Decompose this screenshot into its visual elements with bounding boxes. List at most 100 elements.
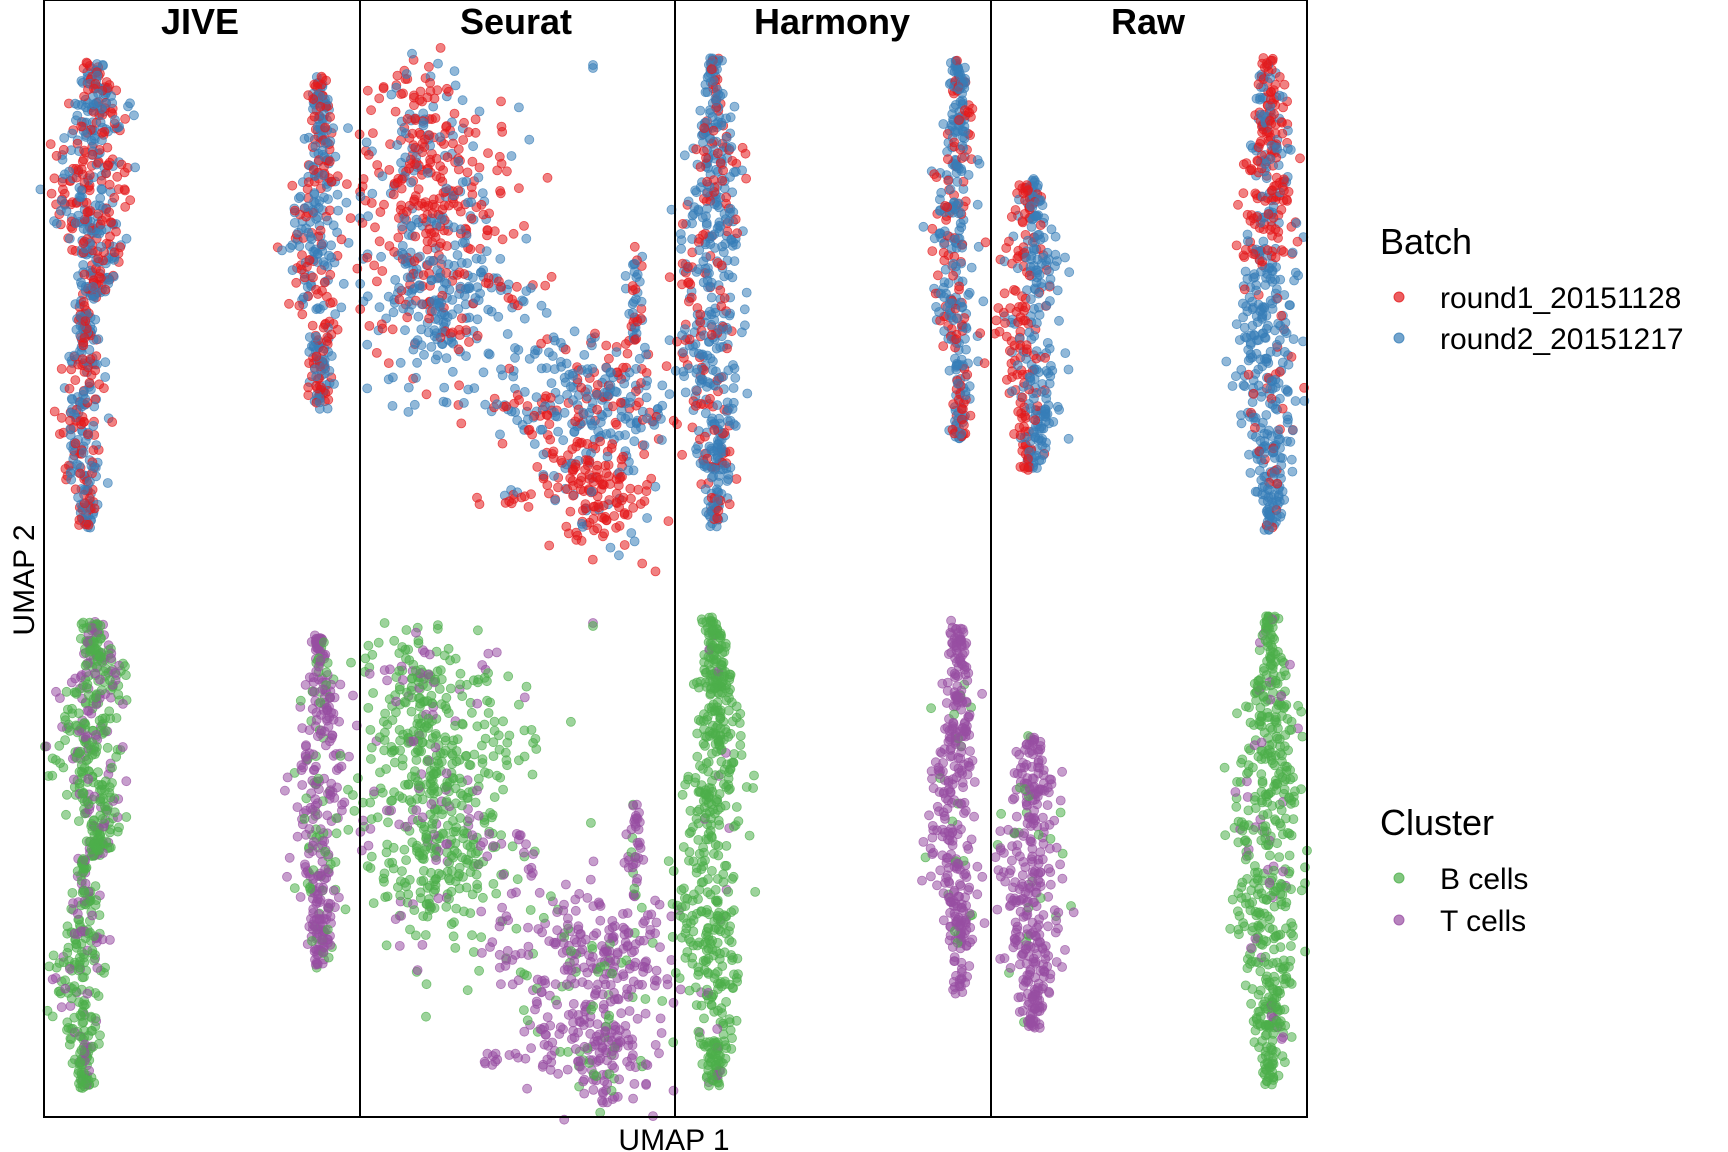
batch-point: [1243, 236, 1253, 247]
batch-point: [549, 470, 559, 481]
batch-point: [83, 429, 93, 440]
batch-point: [732, 228, 742, 239]
batch-point: [85, 476, 95, 487]
cluster-point: [79, 763, 90, 773]
batch-point: [367, 128, 378, 139]
batch-point: [730, 372, 741, 383]
cluster-point: [62, 947, 73, 958]
batch-point: [363, 149, 374, 160]
batch-point: [307, 320, 318, 331]
batch-point: [1032, 267, 1043, 278]
batch-point: [1261, 173, 1272, 184]
batch-point: [390, 106, 401, 117]
batch-point: [364, 320, 375, 331]
batch-point: [413, 311, 424, 322]
batch-point: [729, 256, 740, 267]
batch-point: [424, 130, 435, 141]
batch-point: [1043, 254, 1054, 265]
batch-point: [311, 380, 322, 391]
batch-point: [952, 313, 963, 324]
batch-point: [1013, 406, 1024, 417]
cluster-point: [60, 983, 71, 994]
cluster-point: [89, 1077, 100, 1088]
cluster-point: [96, 655, 107, 666]
batch-point: [508, 228, 519, 239]
batch-point: [548, 332, 559, 343]
cluster-point: [319, 942, 329, 952]
batch-point: [683, 196, 694, 207]
batch-point: [304, 255, 315, 266]
batch-point: [1034, 196, 1044, 207]
batch-point: [568, 395, 578, 406]
batch-point: [474, 162, 485, 173]
batch-point: [721, 192, 731, 203]
cluster-point: [74, 778, 85, 789]
batch-point: [1231, 319, 1242, 330]
cluster-point: [304, 672, 315, 683]
batch-point: [101, 168, 112, 179]
batch-point: [484, 208, 495, 219]
cluster-point: [279, 785, 290, 796]
batch-point: [367, 188, 378, 199]
batch-point: [695, 105, 706, 116]
batch-point: [1252, 212, 1262, 222]
batch-point: [633, 484, 644, 495]
batch-point: [108, 271, 119, 282]
batch-point: [952, 358, 962, 369]
batch-point: [957, 140, 968, 151]
batch-point: [595, 436, 605, 447]
batch-point: [1272, 144, 1282, 155]
batch-point: [452, 250, 463, 260]
cluster-point: [299, 813, 310, 824]
batch-point: [1279, 79, 1290, 90]
cluster-point: [365, 754, 376, 764]
batch-point: [311, 304, 322, 315]
batch-point: [439, 277, 450, 288]
batch-point: [1292, 236, 1303, 247]
batch-point: [402, 272, 413, 283]
batch-point: [319, 277, 330, 288]
batch-point: [51, 150, 62, 161]
batch-point: [388, 189, 399, 200]
cluster-point: [390, 707, 401, 718]
batch-point: [740, 148, 751, 159]
batch-point: [726, 142, 737, 152]
batch-point: [78, 238, 89, 249]
batch-point: [953, 208, 964, 219]
batch-point: [965, 410, 976, 421]
batch-point: [1248, 248, 1259, 259]
cluster-point: [76, 672, 86, 682]
batch-point: [458, 135, 469, 145]
batch-point: [532, 461, 543, 472]
batch-point: [474, 499, 485, 510]
cluster-point: [292, 831, 303, 842]
cluster-point: [380, 708, 391, 719]
batch-point: [308, 94, 319, 104]
cluster-point: [472, 625, 483, 636]
batch-point: [470, 293, 481, 303]
batch-point: [625, 483, 636, 494]
batch-point: [708, 356, 718, 367]
cluster-point: [450, 943, 461, 953]
batch-point: [59, 133, 70, 143]
batch-point: [1031, 364, 1042, 375]
cluster-point: [512, 874, 523, 885]
batch-point: [962, 369, 973, 380]
batch-point: [570, 462, 581, 473]
cluster-point: [326, 778, 337, 789]
batch-point: [394, 282, 404, 293]
batch-point: [1247, 296, 1258, 307]
points-layer: [35, 43, 1312, 1125]
cluster-point: [366, 814, 377, 824]
cluster-point: [402, 728, 413, 739]
cluster-point: [492, 770, 502, 781]
batch-point: [101, 98, 111, 109]
cluster-point: [100, 801, 110, 812]
cluster-point: [60, 715, 71, 726]
cluster-point: [369, 786, 380, 797]
cluster-point: [112, 826, 123, 837]
batch-point: [1259, 448, 1270, 459]
batch-point: [1054, 404, 1064, 415]
cluster-point: [282, 772, 293, 783]
batch-point: [547, 351, 558, 361]
